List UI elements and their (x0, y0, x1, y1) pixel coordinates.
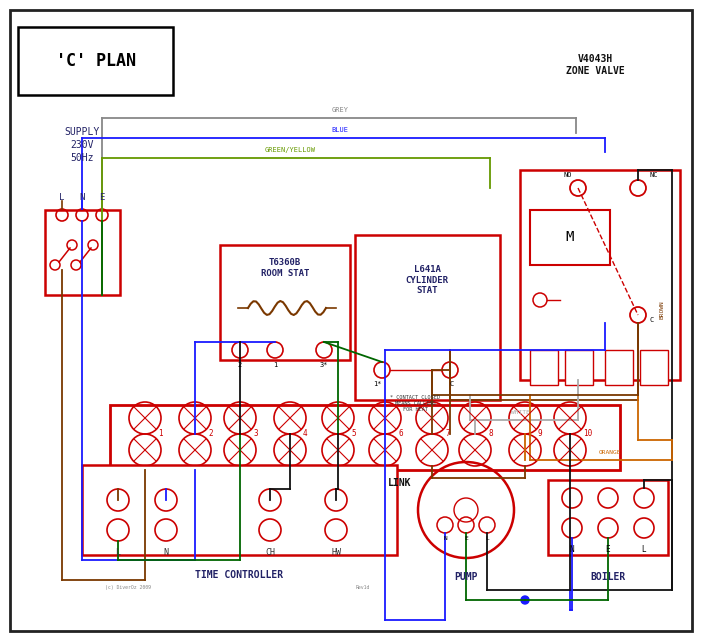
Text: 6: 6 (398, 429, 403, 438)
Text: L: L (59, 192, 65, 201)
Text: 3*: 3* (319, 362, 329, 368)
Bar (520, 170, 680, 380)
Bar (548, 480, 668, 555)
Text: E: E (606, 545, 610, 554)
Text: TIME CONTROLLER: TIME CONTROLLER (195, 570, 283, 580)
Text: L: L (642, 545, 647, 554)
Bar (355, 235, 500, 400)
Text: E: E (99, 192, 105, 201)
Bar (82, 465, 397, 555)
Text: 9: 9 (538, 429, 543, 438)
Text: BLUE: BLUE (331, 127, 348, 133)
Text: T6360B
ROOM STAT: T6360B ROOM STAT (261, 258, 309, 278)
Text: PUMP: PUMP (454, 572, 478, 582)
Text: WHITE: WHITE (510, 410, 529, 415)
Text: M: M (566, 230, 574, 244)
Text: N: N (79, 192, 85, 201)
Text: 10: 10 (583, 429, 592, 438)
Text: 1: 1 (158, 429, 163, 438)
Bar (530, 210, 610, 265)
Text: L: L (116, 548, 121, 557)
Text: HW: HW (331, 548, 341, 557)
Text: 4: 4 (303, 429, 307, 438)
Text: N: N (443, 536, 447, 541)
Text: 1*: 1* (373, 381, 381, 387)
Text: N: N (570, 545, 574, 554)
Text: Rev1d: Rev1d (356, 585, 370, 590)
Text: V4043H
ZONE VALVE: V4043H ZONE VALVE (566, 54, 624, 76)
Text: CH: CH (265, 548, 275, 557)
Text: E: E (464, 536, 468, 541)
Bar (565, 350, 593, 385)
Text: L641A
CYLINDER
STAT: L641A CYLINDER STAT (406, 265, 449, 295)
Text: SUPPLY
230V
50Hz: SUPPLY 230V 50Hz (65, 127, 100, 163)
Bar (18, 27, 173, 95)
Circle shape (521, 596, 529, 604)
Text: C: C (450, 381, 454, 387)
Text: 2: 2 (238, 362, 242, 368)
Text: L: L (485, 536, 489, 541)
Bar (640, 350, 668, 385)
Text: * CONTACT CLOSED
MEANS CALLING
FOR HEAT: * CONTACT CLOSED MEANS CALLING FOR HEAT (390, 395, 440, 412)
Text: C: C (650, 317, 654, 323)
Text: 2: 2 (208, 429, 213, 438)
Text: 7: 7 (445, 429, 449, 438)
Text: 5: 5 (351, 429, 356, 438)
Bar (605, 350, 633, 385)
Text: GREY: GREY (331, 107, 348, 113)
Text: BOILER: BOILER (590, 572, 625, 582)
Bar (220, 245, 350, 360)
Text: GREEN/YELLOW: GREEN/YELLOW (265, 147, 315, 153)
Bar (110, 405, 620, 470)
Bar (45, 210, 120, 295)
Text: LINK: LINK (388, 478, 412, 488)
Text: ORANGE: ORANGE (599, 450, 621, 455)
Text: (c) DiverOz 2009: (c) DiverOz 2009 (105, 585, 151, 590)
Text: NC: NC (650, 172, 658, 178)
Text: N: N (164, 548, 168, 557)
Bar (530, 350, 558, 385)
Text: 'C' PLAN: 'C' PLAN (56, 52, 136, 70)
Text: 8: 8 (488, 429, 493, 438)
Text: BROWN: BROWN (660, 301, 665, 319)
Text: 1: 1 (273, 362, 277, 368)
Text: 3: 3 (253, 429, 258, 438)
Text: NO: NO (564, 172, 572, 178)
